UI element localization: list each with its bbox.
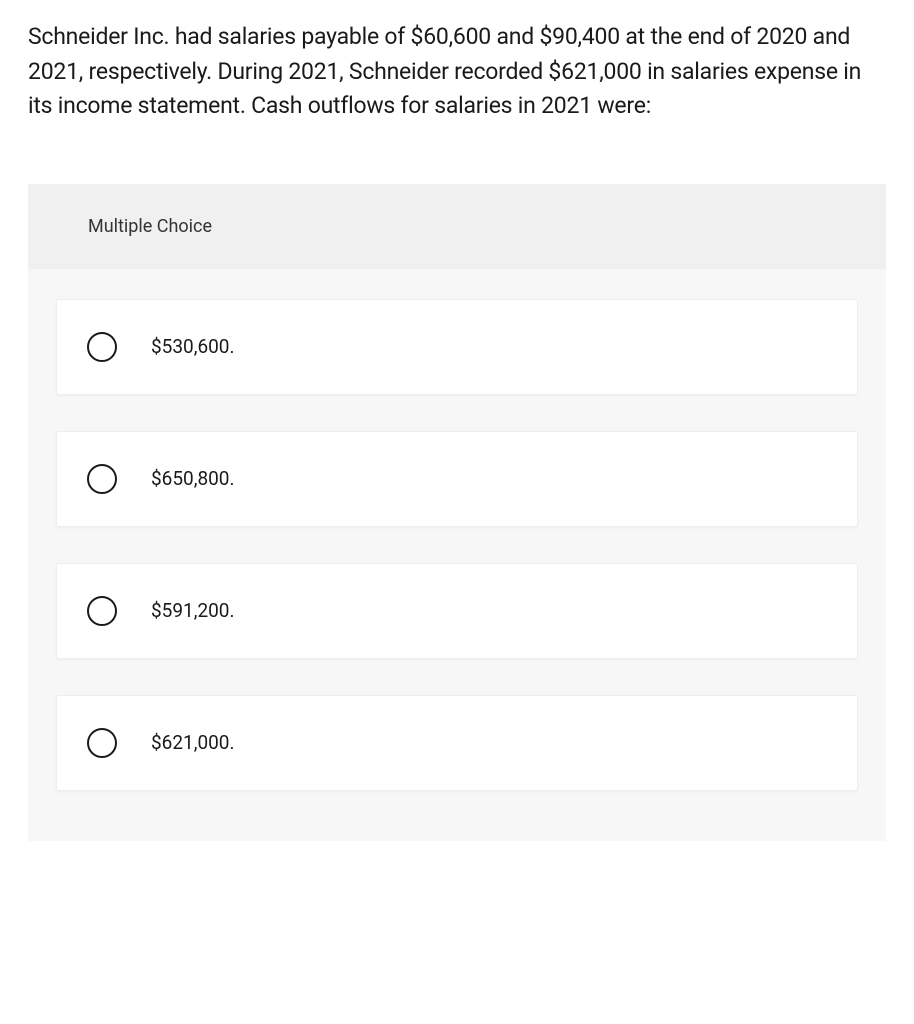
question-text: Schneider Inc. had salaries payable of $… — [28, 20, 886, 124]
option-1[interactable]: $530,600. — [56, 299, 858, 395]
option-4[interactable]: $621,000. — [56, 695, 858, 791]
option-label: $621,000. — [151, 731, 235, 754]
option-label: $591,200. — [151, 599, 235, 622]
option-label: $530,600. — [151, 335, 235, 358]
option-label: $650,800. — [151, 467, 235, 490]
multiple-choice-header: Multiple Choice — [28, 184, 886, 269]
option-3[interactable]: $591,200. — [56, 563, 858, 659]
radio-icon — [87, 464, 117, 494]
radio-icon — [87, 332, 117, 362]
multiple-choice-container: Multiple Choice $530,600. $650,800. $591… — [28, 184, 886, 841]
radio-icon — [87, 728, 117, 758]
options-wrapper: $530,600. $650,800. $591,200. $621,000. — [28, 269, 886, 841]
radio-icon — [87, 596, 117, 626]
option-2[interactable]: $650,800. — [56, 431, 858, 527]
